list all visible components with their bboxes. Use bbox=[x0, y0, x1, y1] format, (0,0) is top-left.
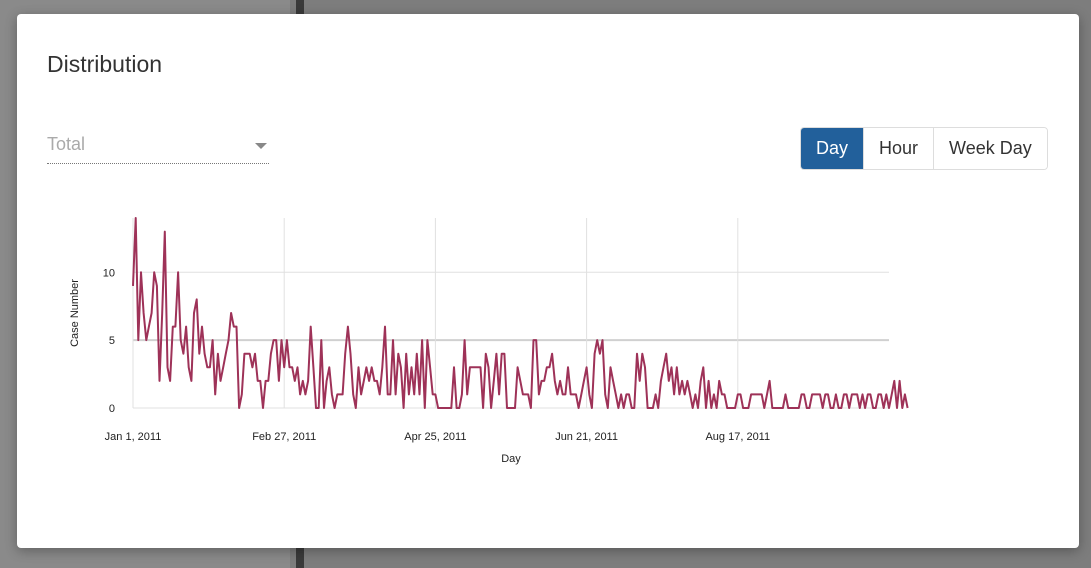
granularity-button-group: Day Hour Week Day bbox=[800, 127, 1048, 170]
y-tick-label: 5 bbox=[109, 335, 115, 347]
y-axis-label: Case Number bbox=[69, 279, 81, 347]
distribution-modal: Distribution Total Day Hour Week Day bbox=[17, 14, 1079, 548]
x-tick-label: Aug 17, 2011 bbox=[705, 431, 770, 443]
y-tick-label: 10 bbox=[103, 267, 115, 279]
metric-select[interactable]: Total bbox=[47, 132, 269, 164]
week-day-button[interactable]: Week Day bbox=[933, 128, 1047, 169]
x-axis-label: Day bbox=[501, 453, 521, 465]
day-button[interactable]: Day bbox=[801, 128, 864, 169]
modal-title: Distribution bbox=[47, 51, 163, 77]
x-tick-label: Feb 27, 2011 bbox=[252, 431, 316, 443]
series-line-total bbox=[132, 217, 909, 409]
hour-button[interactable]: Hour bbox=[863, 128, 934, 169]
y-tick-label: 0 bbox=[109, 403, 115, 415]
caret-down-icon bbox=[255, 143, 267, 149]
metric-select-value: Total bbox=[47, 134, 86, 154]
x-tick-label: Apr 25, 2011 bbox=[404, 431, 466, 443]
x-tick-label: Jan 1, 2011 bbox=[105, 431, 162, 443]
x-tick-label: Jun 21, 2011 bbox=[555, 431, 618, 443]
